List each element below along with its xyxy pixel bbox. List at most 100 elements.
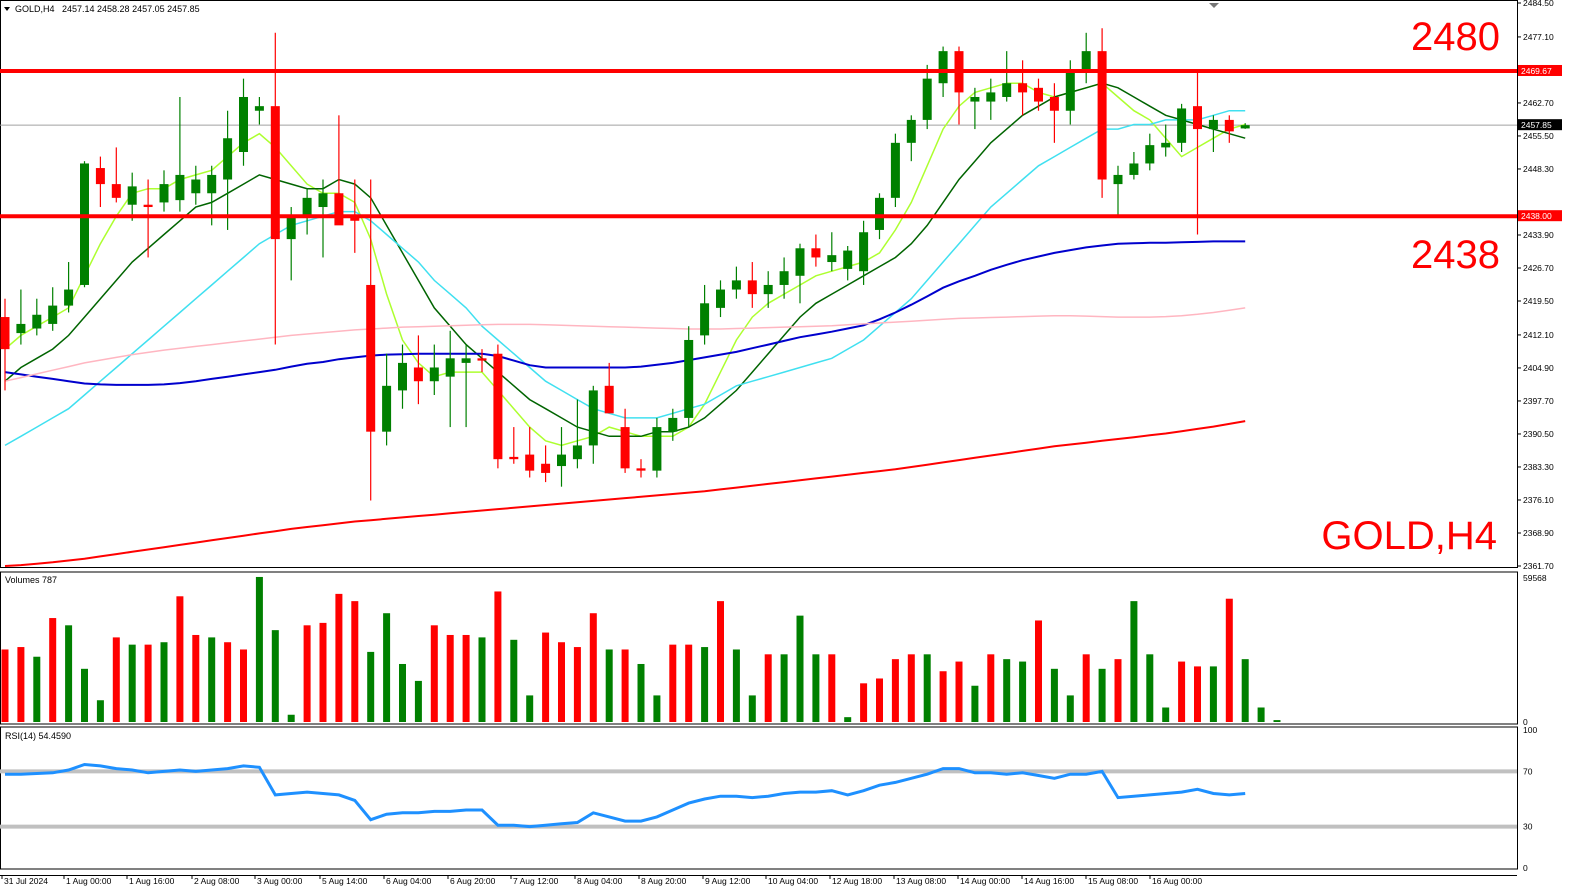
volume-bar[interactable] — [240, 649, 247, 722]
volume-bar[interactable] — [1082, 654, 1090, 722]
candle[interactable] — [954, 46, 964, 125]
rsi-panel[interactable] — [0, 726, 1518, 870]
candle[interactable] — [461, 344, 471, 428]
candle[interactable] — [620, 408, 630, 473]
candle[interactable] — [1240, 123, 1250, 129]
candle[interactable] — [254, 96, 264, 125]
volume-bar[interactable] — [542, 632, 550, 722]
candle[interactable] — [1034, 78, 1043, 111]
volume-bar[interactable] — [812, 654, 820, 722]
volume-bar[interactable] — [351, 601, 359, 722]
volume-bar[interactable] — [65, 625, 73, 722]
candle[interactable] — [477, 349, 487, 373]
volume-bar[interactable] — [637, 663, 645, 722]
volume-bar[interactable] — [939, 671, 947, 722]
volume-bar[interactable] — [1130, 601, 1138, 722]
candle[interactable] — [1193, 69, 1202, 235]
candle[interactable] — [890, 133, 900, 208]
volume-bar[interactable] — [224, 642, 232, 722]
volume-bar[interactable] — [160, 642, 168, 722]
candle[interactable] — [1049, 83, 1059, 143]
volume-bar[interactable] — [796, 615, 804, 722]
candle[interactable] — [811, 234, 821, 267]
candle[interactable] — [668, 408, 678, 441]
volume-bar[interactable] — [414, 680, 422, 722]
candle[interactable] — [1002, 51, 1012, 102]
volume-bar[interactable] — [96, 700, 104, 722]
candle[interactable] — [382, 353, 392, 446]
candle[interactable] — [32, 298, 42, 336]
candle[interactable] — [1018, 60, 1028, 116]
candle[interactable] — [429, 344, 439, 395]
candle[interactable] — [795, 243, 805, 304]
chart-shift-triangle-icon[interactable] — [1209, 3, 1219, 8]
volume-bar[interactable] — [923, 654, 931, 722]
volume-bar[interactable] — [732, 649, 740, 722]
candle[interactable] — [509, 427, 519, 464]
volume-bar[interactable] — [367, 651, 375, 722]
candle[interactable] — [1129, 152, 1139, 180]
rsi-line[interactable] — [5, 762, 1246, 829]
volume-bar[interactable] — [685, 644, 693, 722]
volume-bar[interactable] — [462, 634, 470, 722]
volume-bar[interactable] — [478, 637, 486, 722]
volume-bar[interactable] — [955, 661, 963, 722]
volume-bar[interactable] — [176, 596, 184, 722]
candle[interactable] — [270, 32, 280, 345]
candle[interactable] — [588, 385, 598, 464]
volume-bar[interactable] — [891, 659, 899, 722]
volume-bar[interactable] — [844, 717, 852, 722]
volume-bar[interactable] — [49, 618, 57, 722]
volume-bar[interactable] — [17, 647, 25, 722]
volume-bar[interactable] — [1241, 659, 1249, 722]
candle[interactable] — [747, 262, 757, 308]
candle[interactable] — [922, 64, 932, 130]
volume-bar[interactable] — [208, 637, 216, 722]
candle[interactable] — [541, 445, 551, 483]
volume-bar[interactable] — [1225, 598, 1233, 722]
volume-panel[interactable] — [0, 571, 1518, 725]
candle[interactable] — [986, 78, 996, 120]
volume-bar[interactable] — [1178, 661, 1186, 722]
candle[interactable] — [302, 188, 312, 235]
volume-bar[interactable] — [303, 625, 311, 722]
candle[interactable] — [0, 298, 10, 391]
volume-bar[interactable] — [907, 654, 915, 722]
symbol-menu-triangle-icon[interactable] — [4, 7, 10, 11]
volume-bar[interactable] — [780, 654, 788, 722]
candle[interactable] — [652, 417, 662, 478]
candle[interactable] — [493, 344, 503, 469]
volume-bar[interactable] — [589, 613, 597, 722]
volume-bar[interactable] — [1050, 668, 1058, 722]
volume-bar[interactable] — [271, 630, 279, 722]
candle[interactable] — [191, 165, 201, 205]
candle[interactable] — [175, 96, 185, 212]
volume-bar[interactable] — [717, 601, 724, 722]
price-panel[interactable] — [0, 0, 1518, 568]
volume-bar[interactable] — [192, 634, 200, 722]
volume-bar[interactable] — [558, 642, 565, 722]
volume-bar[interactable] — [1209, 666, 1217, 722]
candle[interactable] — [843, 245, 853, 281]
volume-bar[interactable] — [748, 695, 756, 722]
volume-bar[interactable] — [446, 634, 454, 722]
volume-bar[interactable] — [621, 649, 629, 722]
candle[interactable] — [366, 179, 376, 501]
candle[interactable] — [95, 156, 105, 208]
volume-bar[interactable] — [81, 668, 88, 722]
candle[interactable] — [445, 330, 455, 428]
volume-bar[interactable] — [144, 644, 152, 722]
volume-bar[interactable] — [987, 654, 995, 722]
volume-bar[interactable] — [573, 647, 581, 722]
candle[interactable] — [239, 78, 248, 166]
volume-bar[interactable] — [764, 654, 772, 722]
candle[interactable] — [827, 232, 837, 272]
candle[interactable] — [636, 459, 646, 478]
volume-bar[interactable] — [828, 654, 836, 722]
volume-bar[interactable] — [494, 591, 502, 722]
volume-bar[interactable] — [605, 649, 613, 722]
candle[interactable] — [604, 362, 614, 414]
candle[interactable] — [859, 220, 869, 285]
candle[interactable] — [970, 87, 980, 130]
